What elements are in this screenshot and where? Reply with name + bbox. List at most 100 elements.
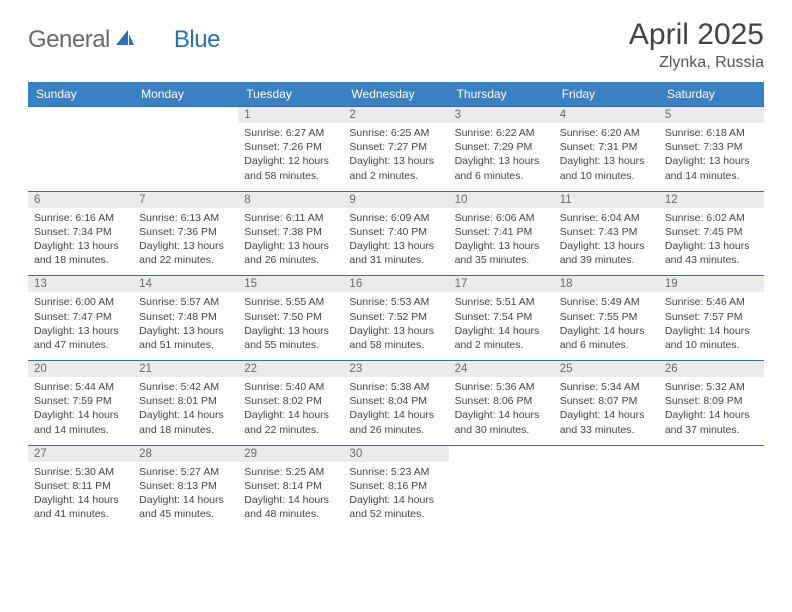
sunrise-text: Sunrise: 5:38 AM: [349, 380, 442, 394]
sunset-text: Sunset: 8:04 PM: [349, 394, 442, 408]
day-cell: 13Sunrise: 6:00 AMSunset: 7:47 PMDayligh…: [28, 276, 133, 361]
sail-icon: [114, 28, 136, 53]
day-number: 23: [343, 361, 448, 377]
sunset-text: Sunset: 7:29 PM: [455, 140, 548, 154]
sunset-text: Sunset: 7:26 PM: [244, 140, 337, 154]
day-body: Sunrise: 6:13 AMSunset: 7:36 PMDaylight:…: [133, 208, 238, 276]
day-cell: 2Sunrise: 6:25 AMSunset: 7:27 PMDaylight…: [343, 107, 448, 192]
day-cell: [659, 445, 764, 529]
day-number: [554, 446, 659, 462]
sunset-text: Sunset: 7:36 PM: [139, 225, 232, 239]
daylight-text-1: Daylight: 13 hours: [139, 239, 232, 253]
daylight-text-1: Daylight: 13 hours: [349, 239, 442, 253]
day-cell: 7Sunrise: 6:13 AMSunset: 7:36 PMDaylight…: [133, 191, 238, 276]
daylight-text-2: and 18 minutes.: [139, 423, 232, 437]
day-body: Sunrise: 5:27 AMSunset: 8:13 PMDaylight:…: [133, 462, 238, 530]
day-body: Sunrise: 6:16 AMSunset: 7:34 PMDaylight:…: [28, 208, 133, 276]
day-body: Sunrise: 5:44 AMSunset: 7:59 PMDaylight:…: [28, 377, 133, 445]
dow-cell: Thursday: [449, 82, 554, 107]
calendar-table: SundayMondayTuesdayWednesdayThursdayFrid…: [28, 82, 764, 529]
sunrise-text: Sunrise: 6:00 AM: [34, 295, 127, 309]
day-number: 1: [238, 107, 343, 123]
sunset-text: Sunset: 8:13 PM: [139, 479, 232, 493]
day-body: Sunrise: 5:23 AMSunset: 8:16 PMDaylight:…: [343, 462, 448, 530]
daylight-text-2: and 52 minutes.: [349, 507, 442, 521]
day-cell: 9Sunrise: 6:09 AMSunset: 7:40 PMDaylight…: [343, 191, 448, 276]
day-number: 9: [343, 192, 448, 208]
daylight-text-1: Daylight: 13 hours: [455, 239, 548, 253]
day-number: 27: [28, 446, 133, 462]
daylight-text-1: Daylight: 13 hours: [244, 239, 337, 253]
day-number: 30: [343, 446, 448, 462]
sunset-text: Sunset: 7:52 PM: [349, 310, 442, 324]
sunrise-text: Sunrise: 5:53 AM: [349, 295, 442, 309]
day-body: Sunrise: 5:38 AMSunset: 8:04 PMDaylight:…: [343, 377, 448, 445]
sunrise-text: Sunrise: 6:27 AM: [244, 126, 337, 140]
sunrise-text: Sunrise: 5:49 AM: [560, 295, 653, 309]
dow-cell: Tuesday: [238, 82, 343, 107]
daylight-text-2: and 26 minutes.: [349, 423, 442, 437]
daylight-text-2: and 2 minutes.: [349, 169, 442, 183]
day-number: [449, 446, 554, 462]
day-number: 5: [659, 107, 764, 123]
daylight-text-1: Daylight: 14 hours: [139, 493, 232, 507]
day-body: Sunrise: 5:42 AMSunset: 8:01 PMDaylight:…: [133, 377, 238, 445]
brand-part2: Blue: [174, 26, 220, 54]
daylight-text-1: Daylight: 13 hours: [665, 154, 758, 168]
sunrise-text: Sunrise: 6:09 AM: [349, 211, 442, 225]
sunset-text: Sunset: 7:48 PM: [139, 310, 232, 324]
daylight-text-2: and 30 minutes.: [455, 423, 548, 437]
day-number: 11: [554, 192, 659, 208]
day-number: 25: [554, 361, 659, 377]
daylight-text-2: and 47 minutes.: [34, 338, 127, 352]
day-cell: [133, 107, 238, 192]
sunrise-text: Sunrise: 5:27 AM: [139, 465, 232, 479]
day-number: 7: [133, 192, 238, 208]
day-number: 28: [133, 446, 238, 462]
sunrise-text: Sunrise: 5:32 AM: [665, 380, 758, 394]
day-cell: 4Sunrise: 6:20 AMSunset: 7:31 PMDaylight…: [554, 107, 659, 192]
dow-cell: Saturday: [659, 82, 764, 107]
daylight-text-1: Daylight: 13 hours: [349, 324, 442, 338]
daylight-text-2: and 55 minutes.: [244, 338, 337, 352]
sunset-text: Sunset: 8:14 PM: [244, 479, 337, 493]
day-number: [28, 107, 133, 123]
daylight-text-2: and 2 minutes.: [455, 338, 548, 352]
day-number: 19: [659, 276, 764, 292]
day-cell: 24Sunrise: 5:36 AMSunset: 8:06 PMDayligh…: [449, 361, 554, 446]
sunrise-text: Sunrise: 6:11 AM: [244, 211, 337, 225]
daylight-text-1: Daylight: 14 hours: [560, 408, 653, 422]
sunset-text: Sunset: 7:55 PM: [560, 310, 653, 324]
day-body: Sunrise: 5:57 AMSunset: 7:48 PMDaylight:…: [133, 292, 238, 360]
location-label: Zlynka, Russia: [629, 54, 764, 72]
day-number: 13: [28, 276, 133, 292]
sunset-text: Sunset: 8:01 PM: [139, 394, 232, 408]
day-cell: 18Sunrise: 5:49 AMSunset: 7:55 PMDayligh…: [554, 276, 659, 361]
daylight-text-1: Daylight: 13 hours: [244, 324, 337, 338]
daylight-text-1: Daylight: 13 hours: [665, 239, 758, 253]
daylight-text-2: and 6 minutes.: [560, 338, 653, 352]
sunset-text: Sunset: 8:06 PM: [455, 394, 548, 408]
day-body: Sunrise: 5:25 AMSunset: 8:14 PMDaylight:…: [238, 462, 343, 530]
day-body: [554, 462, 659, 524]
daylight-text-1: Daylight: 13 hours: [455, 154, 548, 168]
day-cell: 28Sunrise: 5:27 AMSunset: 8:13 PMDayligh…: [133, 445, 238, 529]
sunset-text: Sunset: 7:31 PM: [560, 140, 653, 154]
daylight-text-1: Daylight: 14 hours: [34, 408, 127, 422]
sunset-text: Sunset: 7:54 PM: [455, 310, 548, 324]
daylight-text-1: Daylight: 14 hours: [560, 324, 653, 338]
day-body: Sunrise: 5:46 AMSunset: 7:57 PMDaylight:…: [659, 292, 764, 360]
daylight-text-1: Daylight: 14 hours: [244, 493, 337, 507]
day-body: Sunrise: 5:36 AMSunset: 8:06 PMDaylight:…: [449, 377, 554, 445]
daylight-text-1: Daylight: 13 hours: [34, 324, 127, 338]
daylight-text-2: and 6 minutes.: [455, 169, 548, 183]
day-cell: 14Sunrise: 5:57 AMSunset: 7:48 PMDayligh…: [133, 276, 238, 361]
day-cell: 29Sunrise: 5:25 AMSunset: 8:14 PMDayligh…: [238, 445, 343, 529]
daylight-text-1: Daylight: 13 hours: [139, 324, 232, 338]
sunrise-text: Sunrise: 5:51 AM: [455, 295, 548, 309]
sunset-text: Sunset: 7:27 PM: [349, 140, 442, 154]
day-body: Sunrise: 5:53 AMSunset: 7:52 PMDaylight:…: [343, 292, 448, 360]
dow-cell: Friday: [554, 82, 659, 107]
daylight-text-1: Daylight: 14 hours: [34, 493, 127, 507]
day-number: [133, 107, 238, 123]
